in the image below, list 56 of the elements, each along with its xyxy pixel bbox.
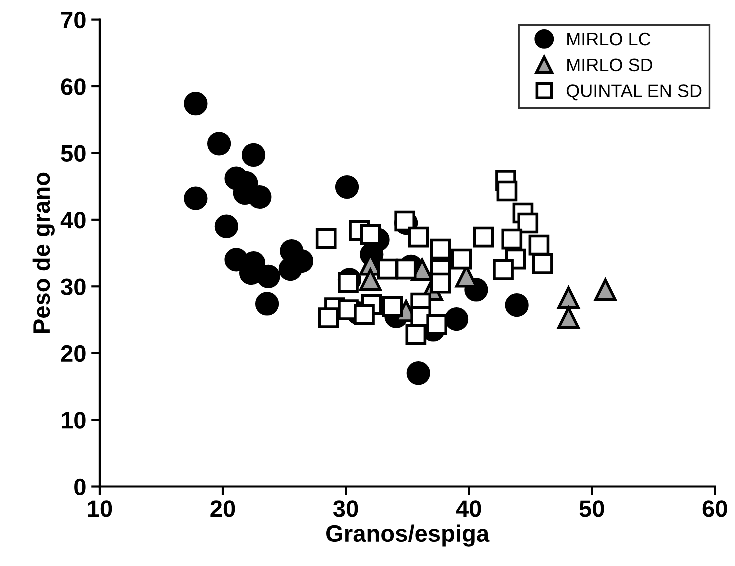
y-tick-label: 10 (62, 412, 86, 429)
point (382, 296, 404, 318)
point (354, 304, 375, 326)
x-tick-label: 50 (580, 500, 604, 518)
legend-label: MIRLO LC (568, 32, 651, 46)
point (184, 92, 208, 116)
y-tick-label: 60 (61, 78, 86, 96)
point (394, 210, 416, 232)
point (214, 214, 238, 238)
point (408, 226, 430, 248)
point (451, 248, 472, 270)
point (444, 308, 469, 332)
point (242, 143, 266, 168)
point (208, 132, 232, 156)
point (594, 278, 617, 302)
point (505, 294, 529, 318)
y-tick-label: 30 (61, 278, 86, 296)
point (338, 272, 359, 294)
point (360, 268, 382, 292)
point (528, 234, 550, 256)
y-tick-label: 70 (62, 12, 86, 29)
x-axis-title: Granos/espiga (326, 524, 490, 547)
point (248, 185, 272, 210)
y-tick-label: 0 (74, 478, 86, 496)
x-tick-label: 10 (88, 500, 112, 518)
point (406, 324, 427, 346)
point (502, 228, 523, 250)
point (430, 272, 452, 294)
legend-label: QUINTAL EN SD (566, 84, 702, 101)
y-tick-label: 40 (60, 212, 86, 229)
point (496, 180, 518, 202)
x-tick-label: 40 (456, 500, 482, 518)
point (406, 362, 430, 386)
point (518, 212, 539, 234)
point (335, 175, 360, 200)
point (255, 292, 280, 316)
y-tick-label: 20 (61, 345, 86, 362)
y-tick-label: 50 (61, 145, 86, 162)
point (316, 228, 337, 250)
point (360, 224, 382, 246)
point (558, 286, 580, 310)
point (558, 306, 580, 330)
point (256, 264, 280, 288)
point (396, 258, 417, 280)
legend-label: MIRLO SD (568, 58, 652, 72)
x-tick-label: 30 (333, 500, 358, 518)
point (430, 238, 452, 260)
point (532, 254, 554, 274)
point (318, 308, 340, 328)
point (493, 260, 514, 280)
y-axis-title: Peso de grano (32, 172, 55, 334)
x-tick-label: 20 (210, 500, 236, 518)
point (184, 186, 208, 210)
x-tick-label: 60 (702, 500, 728, 518)
point (473, 226, 494, 248)
point (426, 314, 448, 336)
